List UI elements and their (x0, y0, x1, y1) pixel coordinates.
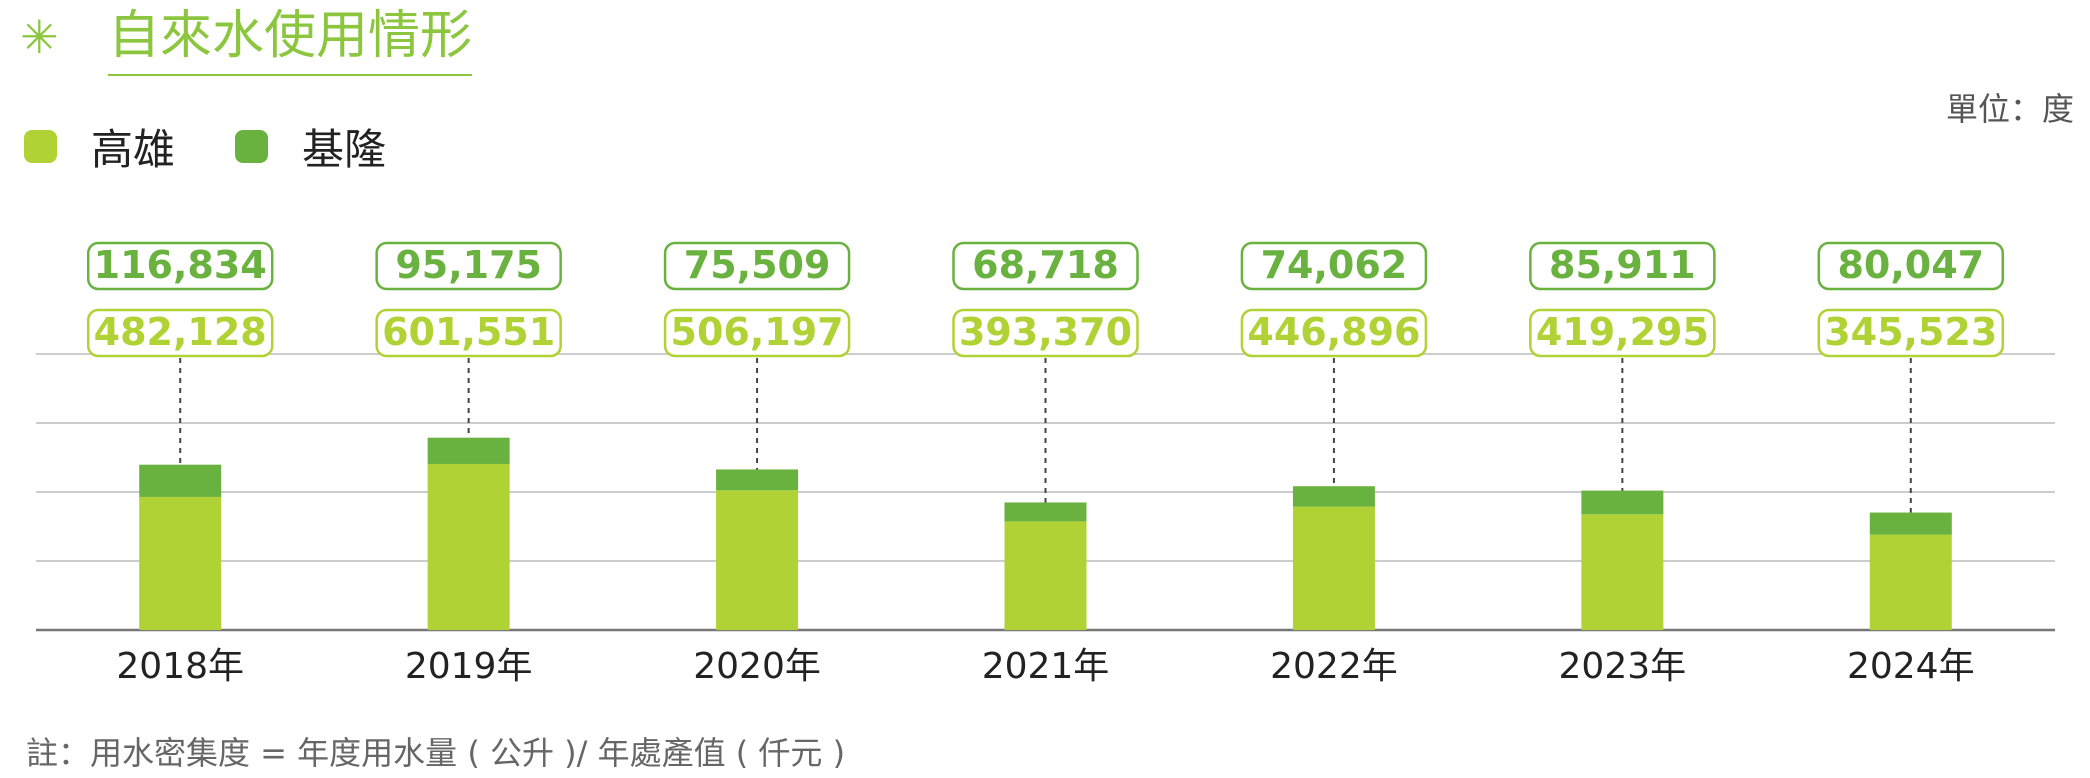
keelung-value-label: 85,911 (1549, 243, 1696, 287)
keelung-label-box (375, 241, 562, 291)
legend-label-keelung: 基隆 (302, 124, 387, 174)
x-tick-label: 2023年 (1559, 646, 1687, 687)
bar-keelung (1581, 490, 1664, 515)
kaohsiung-value-label: 446,896 (1247, 310, 1420, 354)
legend-item-keelung: 基隆 (235, 116, 386, 177)
x-tick-label: 2019年 (405, 646, 533, 687)
x-tick-label: 2022年 (1270, 646, 1398, 687)
page-title: 自來水使用情形 (108, 4, 473, 76)
bar-keelung (1004, 502, 1087, 522)
bar-keelung (716, 469, 799, 491)
x-tick-label: 2024年 (1847, 646, 1975, 687)
keelung-label-box (1529, 241, 1716, 291)
kaohsiung-label-box (375, 308, 562, 358)
kaohsiung-label-box (86, 308, 274, 358)
bar-kaohsiung (427, 463, 510, 630)
legend-swatch-keelung (235, 129, 269, 163)
legend-swatch-kaohsiung (24, 129, 57, 163)
bar-kaohsiung (139, 496, 222, 630)
kaohsiung-label-box (1240, 308, 1428, 358)
bar-kaohsiung (1869, 534, 1952, 630)
legend-label-kaohsiung: 高雄 (91, 124, 176, 174)
bar-keelung (1292, 486, 1375, 507)
bar-kaohsiung (1581, 514, 1664, 630)
keelung-value-label: 95,175 (395, 243, 542, 287)
x-tick-label: 2020年 (693, 646, 821, 687)
kaohsiung-value-label: 601,551 (382, 310, 555, 354)
bar-keelung (1869, 512, 1952, 535)
bar-keelung (139, 464, 222, 497)
kaohsiung-label-box (663, 308, 851, 358)
footnote: 註：用水密集度 = 年度用水量 ( 公升 )/ 年處產值 ( 仟元 ) (26, 734, 846, 772)
bar-kaohsiung (1004, 521, 1087, 630)
x-tick-label: 2018年 (116, 646, 244, 687)
bar-kaohsiung (716, 490, 799, 630)
keelung-value-label: 116,834 (94, 243, 267, 287)
x-tick-label: 2021年 (982, 646, 1110, 687)
unit-label: 單位：度 (1945, 90, 2074, 128)
kaohsiung-label-box (952, 308, 1139, 358)
keelung-label-box (952, 241, 1139, 291)
keelung-value-label: 80,047 (1837, 243, 1984, 287)
legend-item-kaohsiung: 高雄 (24, 116, 175, 177)
keelung-label-box (1817, 241, 2005, 291)
bar-kaohsiung (1292, 506, 1375, 630)
bar-keelung (427, 437, 510, 464)
keelung-value-label: 74,062 (1261, 243, 1408, 287)
kaohsiung-value-label: 506,197 (671, 310, 844, 354)
keelung-value-label: 68,718 (972, 243, 1119, 287)
kaohsiung-label-box (1529, 308, 1716, 358)
kaohsiung-value-label: 482,128 (94, 310, 267, 354)
kaohsiung-value-label: 345,523 (1824, 310, 1997, 354)
asterisk-icon: ✳ (20, 10, 59, 64)
keelung-value-label: 75,509 (684, 243, 831, 287)
kaohsiung-label-box (1817, 308, 2005, 358)
keelung-label-box (86, 241, 274, 291)
kaohsiung-value-label: 393,370 (959, 310, 1132, 354)
kaohsiung-value-label: 419,295 (1536, 310, 1709, 354)
keelung-label-box (663, 241, 851, 291)
chart-legend: 高雄 基隆 (24, 118, 446, 174)
keelung-label-box (1240, 241, 1428, 291)
